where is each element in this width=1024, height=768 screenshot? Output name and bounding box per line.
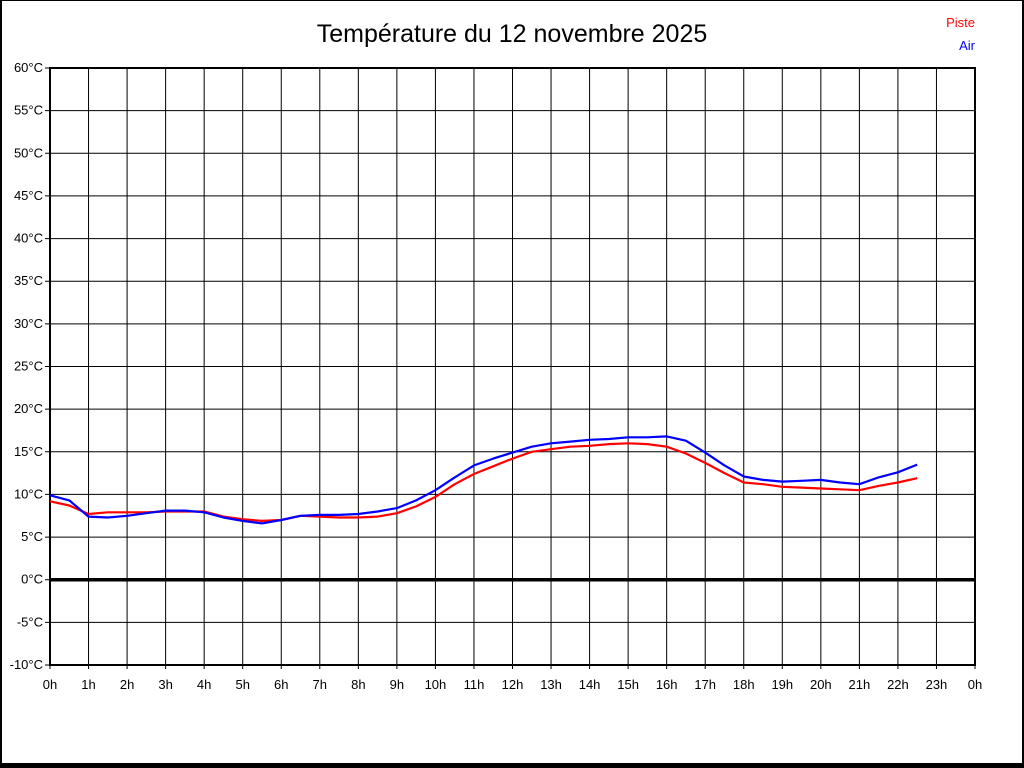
y-tick-label: 35°C — [14, 273, 43, 288]
y-tick-label: 15°C — [14, 444, 43, 459]
x-tick-label: 4h — [197, 677, 211, 692]
x-tick-label: 0h — [968, 677, 982, 692]
y-tick-label: 45°C — [14, 188, 43, 203]
x-tick-label: 16h — [656, 677, 678, 692]
x-tick-label: 15h — [617, 677, 639, 692]
y-tick-label: 25°C — [14, 359, 43, 374]
x-tick-label: 3h — [158, 677, 172, 692]
x-tick-label: 21h — [849, 677, 871, 692]
x-tick-label: 20h — [810, 677, 832, 692]
legend: Piste Air — [946, 11, 975, 57]
x-tick-label: 1h — [81, 677, 95, 692]
y-tick-label: 30°C — [14, 316, 43, 331]
x-tick-label: 22h — [887, 677, 909, 692]
y-tick-label: 20°C — [14, 401, 43, 416]
y-tick-label: 5°C — [21, 529, 43, 544]
x-tick-label: 11h — [464, 677, 485, 692]
legend-item-piste: Piste — [946, 15, 975, 30]
x-tick-label: 18h — [733, 677, 755, 692]
x-tick-label: 12h — [502, 677, 524, 692]
x-tick-label: 14h — [579, 677, 601, 692]
x-tick-label: 8h — [351, 677, 365, 692]
y-tick-label: 50°C — [14, 145, 43, 160]
x-tick-label: 13h — [540, 677, 562, 692]
plot-border — [49, 67, 976, 666]
x-tick-label: 23h — [926, 677, 948, 692]
air-line — [49, 435, 918, 525]
y-tick-label: 40°C — [14, 231, 43, 246]
x-tick-label: 17h — [694, 677, 716, 692]
y-tick-label: 60°C — [14, 60, 43, 75]
y-tick-label: 0°C — [21, 572, 43, 587]
y-tick-label: 10°C — [14, 486, 43, 501]
x-tick-label: 19h — [771, 677, 793, 692]
x-tick-label: 0h — [43, 677, 57, 692]
x-tick-label: 2h — [120, 677, 134, 692]
x-tick-label: 9h — [390, 677, 404, 692]
y-tick-label: 55°C — [14, 103, 43, 118]
x-tick-label: 6h — [274, 677, 288, 692]
y-tick-label: -5°C — [17, 614, 43, 629]
x-tick-label: 7h — [313, 677, 327, 692]
chart-title: Température du 12 novembre 2025 — [316, 20, 708, 48]
y-tick-label: -10°C — [10, 657, 43, 672]
x-tick-label: 5h — [235, 677, 249, 692]
legend-item-air: Air — [959, 38, 975, 53]
x-tick-label: 10h — [425, 677, 447, 692]
